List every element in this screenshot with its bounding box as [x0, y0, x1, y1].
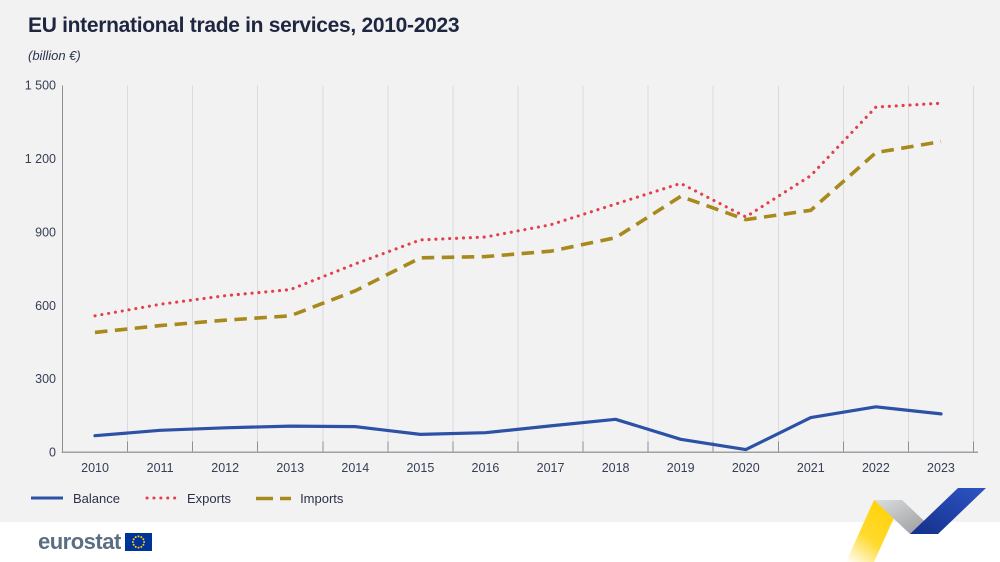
eurostat-logo: eurostat	[38, 529, 152, 555]
eu-flag-star	[142, 538, 145, 541]
x-tick-label: 2018	[602, 461, 630, 475]
ribbon-arrow-graphic	[846, 488, 986, 562]
grid-layer	[61, 85, 978, 454]
x-tick-label: 2017	[537, 461, 565, 475]
y-tick-label: 900	[35, 225, 56, 239]
eu-flag-star	[132, 543, 135, 546]
eu-flag-star	[140, 545, 143, 548]
series-line-imports	[94, 139, 942, 335]
eu-flag-star	[142, 541, 145, 543]
eu-flag-star	[142, 543, 145, 546]
x-tick-label: 2016	[472, 461, 500, 475]
series-line-exports	[93, 101, 943, 318]
eu-flag-star	[140, 536, 143, 539]
imports-line-swatch	[256, 496, 292, 500]
footer-band	[0, 522, 1000, 562]
eu-flag-star	[131, 541, 134, 543]
x-tick-label: 2023	[927, 461, 955, 475]
x-tick-label: 2020	[732, 461, 760, 475]
x-tick-label: 2010	[81, 461, 109, 475]
legend-item-balance: Balance	[30, 491, 120, 506]
y-tick-label: 0	[49, 446, 56, 460]
legend-label-balance: Balance	[73, 490, 120, 506]
y-tick-label: 1 500	[25, 79, 56, 93]
axis-label-layer: 0 300 600 900 1 200 1 500 2010 2011 2012 2013 2014…	[25, 79, 955, 475]
legend-label-imports: Imports	[300, 490, 344, 506]
chart-legend: Balance Exports Imports	[30, 489, 343, 507]
page-title: EU international trade in services, 2010…	[28, 14, 460, 37]
legend-label-exports: Exports	[186, 490, 232, 506]
y-tick-label: 600	[35, 299, 56, 313]
balance-line-swatch	[31, 496, 63, 500]
exports-line-swatch	[145, 496, 178, 500]
legend-item-imports: Imports	[255, 491, 343, 506]
eu-flag-star	[134, 545, 137, 548]
ribbon-blue-segment	[910, 488, 986, 534]
series-line-balance	[93, 405, 943, 452]
eu-flag-star	[134, 536, 137, 539]
eu-flag-star	[137, 546, 140, 549]
x-tick-label: 2015	[406, 461, 434, 475]
eu-flag-star	[132, 538, 135, 541]
legend-item-exports: Exports	[144, 491, 231, 506]
eu-flag-star	[137, 535, 140, 538]
x-tick-label: 2021	[797, 461, 825, 475]
chart-unit-subtitle: (billion €)	[28, 48, 81, 63]
series-layer	[93, 101, 943, 452]
x-tick-label: 2019	[667, 461, 695, 475]
eu-flag-icon	[124, 533, 152, 551]
ribbon-yellow-segment	[846, 500, 902, 562]
x-tick-label: 2022	[862, 461, 890, 475]
x-tick-label: 2014	[341, 461, 369, 475]
x-tick-label: 2013	[276, 461, 304, 475]
eurostat-logo-text: eurostat	[38, 529, 121, 554]
x-tick-label: 2011	[147, 461, 174, 475]
y-tick-label: 300	[35, 372, 56, 386]
y-tick-label: 1 200	[25, 152, 56, 166]
x-tick-label: 2012	[211, 461, 239, 475]
